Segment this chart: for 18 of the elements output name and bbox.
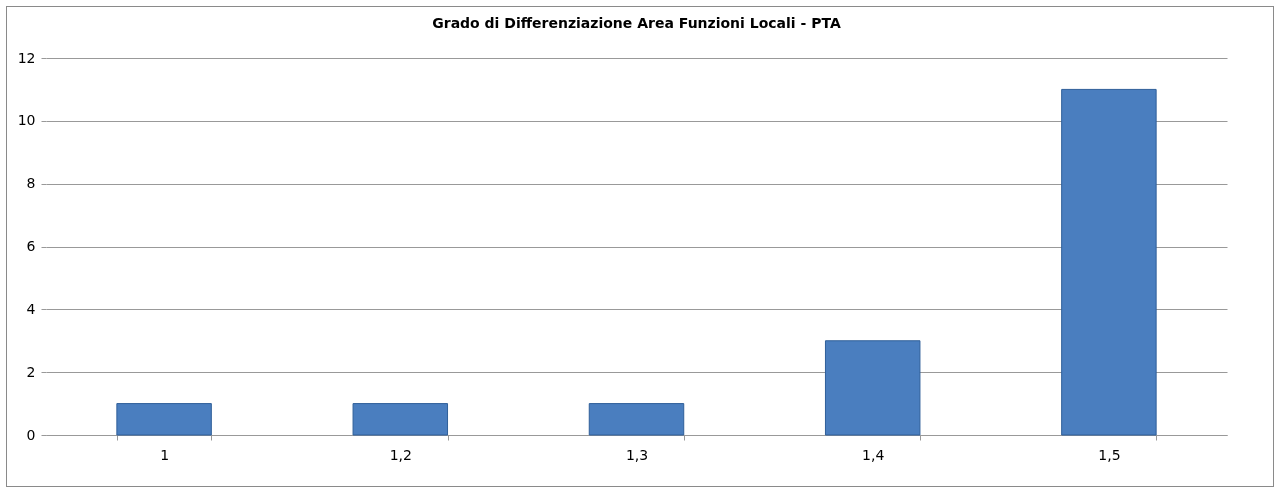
bar xyxy=(116,403,212,436)
chart-title: Grado di Differenziazione Area Funzioni Locali - PTA xyxy=(432,15,841,31)
bar xyxy=(1061,88,1157,436)
y-tick-label: 2 xyxy=(26,363,36,380)
y-tick-label: 8 xyxy=(26,175,36,192)
x-tick-label: 1,5 xyxy=(1098,446,1121,463)
y-tick-label: 10 xyxy=(17,112,36,129)
bar xyxy=(588,403,685,436)
x-tick-label: 1,3 xyxy=(625,446,649,463)
y-tick-label: 4 xyxy=(26,300,36,317)
y-tick-label: 6 xyxy=(26,238,36,254)
y-tick-label: 12 xyxy=(17,49,36,66)
y-tick-label: 0 xyxy=(26,426,36,443)
x-tick-label: 1,2 xyxy=(389,446,412,463)
x-tick-label: 1,4 xyxy=(862,446,885,463)
bar xyxy=(824,340,921,436)
x-tick-label: 1 xyxy=(160,446,170,463)
bar xyxy=(352,403,449,436)
